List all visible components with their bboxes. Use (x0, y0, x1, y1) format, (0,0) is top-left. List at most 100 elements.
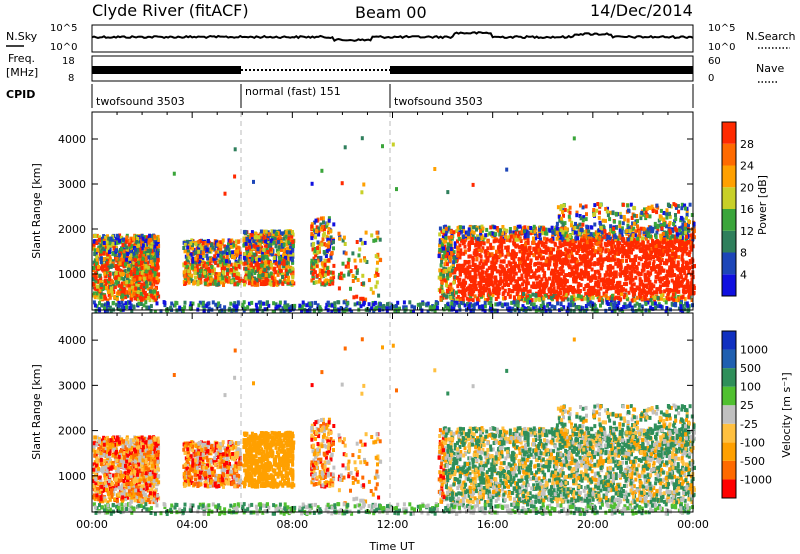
data-cell (652, 265, 656, 270)
data-cell (529, 261, 533, 266)
data-cell (116, 280, 120, 285)
data-cell (222, 254, 226, 259)
data-cell (324, 243, 328, 248)
data-cell (541, 256, 545, 260)
data-cell (318, 272, 322, 277)
data-cell (225, 255, 229, 259)
data-cell (553, 275, 557, 280)
data-cell (291, 240, 295, 244)
data-cell (630, 230, 634, 235)
data-cell (130, 285, 134, 290)
data-cell (126, 264, 130, 269)
data-cell (110, 292, 114, 297)
data-cell (291, 272, 295, 277)
data-cell (625, 240, 629, 244)
data-cell (575, 259, 579, 264)
data-cell (666, 293, 670, 298)
data-cell (671, 264, 675, 268)
data-cell (676, 262, 680, 267)
data-cell (323, 263, 327, 268)
data-cell (216, 250, 220, 255)
data-cell (122, 290, 126, 295)
data-cell (478, 225, 482, 230)
data-cell (324, 254, 328, 258)
data-cell (218, 260, 222, 265)
data-cell (124, 290, 128, 295)
data-cell (211, 245, 215, 250)
data-cell (680, 268, 684, 273)
data-cell (217, 276, 221, 281)
data-cell (278, 269, 282, 273)
data-cell (529, 265, 532, 270)
data-cell (140, 258, 144, 263)
data-cell (505, 248, 509, 253)
data-cell (235, 271, 239, 276)
data-cell (142, 288, 146, 293)
data-cell (186, 258, 190, 263)
data-cell (671, 292, 675, 297)
data-cell (104, 263, 108, 268)
data-cell (528, 249, 532, 254)
data-cell (251, 256, 255, 261)
data-cell (638, 278, 642, 283)
data-cell (548, 258, 552, 263)
data-cell (103, 294, 107, 299)
data-cell (264, 273, 268, 277)
data-cell (636, 234, 640, 239)
data-cell (641, 239, 645, 244)
data-cell (193, 280, 197, 285)
data-cell (369, 287, 373, 292)
data-cell (532, 236, 535, 241)
data-cell (659, 293, 663, 298)
data-cell (501, 238, 505, 243)
data-cell (136, 248, 140, 252)
data-cell (289, 281, 293, 286)
data-cell (223, 266, 227, 271)
data-cell (92, 243, 96, 248)
data-cell (183, 274, 187, 279)
data-cell (539, 249, 543, 254)
data-cell (258, 248, 262, 253)
data-cell (497, 282, 501, 287)
data-cell (473, 294, 477, 299)
data-cell (123, 287, 127, 292)
data-cell (584, 266, 588, 271)
data-cell (442, 228, 445, 233)
data-cell (260, 250, 264, 255)
data-cell (120, 281, 124, 286)
data-cell (260, 236, 264, 241)
data-cell (614, 283, 618, 288)
data-cell (208, 271, 212, 276)
data-cell (446, 276, 450, 281)
data-cell (219, 247, 223, 252)
data-cell (253, 252, 257, 257)
data-cell (625, 252, 629, 257)
data-cell (542, 290, 546, 295)
data-cell (594, 280, 598, 285)
data-cell (590, 253, 594, 258)
data-cell (100, 283, 104, 287)
cpid-label: CPID (6, 88, 35, 101)
data-cell (147, 277, 151, 282)
beam-title: Beam 00 (355, 3, 427, 22)
data-cell (532, 253, 536, 258)
data-cell (683, 242, 687, 247)
data-cell (246, 264, 250, 269)
data-cell (119, 290, 123, 295)
data-cell (280, 231, 284, 236)
data-cell (122, 261, 126, 266)
data-cell (229, 267, 233, 272)
data-cell (554, 265, 558, 270)
data-cell (656, 264, 660, 268)
data-cell (349, 286, 352, 291)
data-cell (122, 258, 126, 263)
data-cell (648, 279, 652, 284)
data-cell (187, 267, 191, 272)
data-cell (124, 274, 127, 279)
data-cell (144, 264, 148, 269)
data-cell (495, 226, 499, 230)
data-cell (214, 275, 218, 280)
data-cell (508, 294, 512, 299)
data-cell (289, 250, 293, 255)
data-cell (142, 290, 146, 295)
